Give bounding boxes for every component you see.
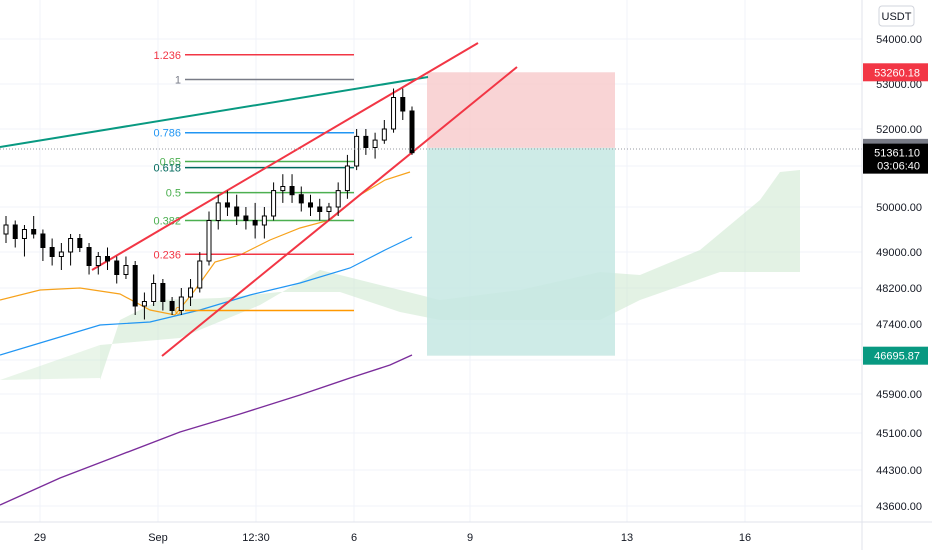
candle-body: [40, 233, 46, 248]
candle-body: [21, 229, 27, 239]
candle-body: [12, 224, 18, 239]
candle-body: [206, 220, 212, 262]
fib-level-label: 0.786: [153, 128, 181, 140]
price-tick-label: 44300.00: [876, 465, 922, 477]
candle-body: [234, 206, 240, 217]
candle-body: [197, 260, 203, 289]
current-price-tag: [863, 143, 928, 174]
take-profit-zone[interactable]: [427, 147, 615, 356]
candle-body: [344, 165, 350, 192]
candle-body: [151, 283, 157, 302]
candle-body: [317, 206, 323, 212]
candle-body: [141, 301, 147, 307]
candle-body: [86, 247, 92, 266]
time-tick-label: 13: [621, 532, 633, 544]
fib-level-label: 0.382: [153, 216, 181, 228]
short-position-tool[interactable]: [427, 72, 615, 356]
candle-body: [215, 202, 221, 221]
fib-level-label: 0.618: [153, 163, 181, 175]
channel-lower-line[interactable]: [161, 66, 518, 357]
candle-body: [308, 202, 313, 208]
channel-upper-line[interactable]: [91, 42, 479, 271]
candle-body: [188, 287, 194, 298]
target-price-tag: [863, 346, 928, 365]
fib-level-label: 1: [175, 75, 181, 87]
price-tick-label: 48200.00: [876, 283, 922, 295]
candle-body: [243, 215, 249, 221]
candle-body: [105, 256, 110, 262]
candle-body: [381, 128, 387, 141]
time-tick-label: Sep: [148, 532, 168, 544]
price-tick-label: 54000.00: [876, 34, 922, 46]
bar-countdown-timer: 03:06:40: [877, 161, 920, 173]
candle-body: [372, 139, 378, 149]
price-tick-label: 52000.00: [876, 124, 922, 136]
candle-body: [160, 283, 166, 302]
candle-body: [224, 202, 230, 208]
ema-slow-line: [0, 354, 413, 506]
cloud-area: [0, 345, 100, 380]
candle-body: [326, 206, 332, 212]
candle-body: [114, 260, 120, 275]
candle-body: [252, 220, 258, 226]
candle-body: [289, 186, 295, 196]
candle-body: [271, 190, 277, 217]
price-tick-label: 47400.00: [876, 319, 922, 331]
time-tick-label: 6: [351, 532, 357, 544]
current-price-tag-value: 51361.10: [874, 148, 920, 160]
price-tick-label: 49000.00: [876, 247, 922, 259]
fib-level-label: 0: [175, 306, 181, 318]
fib-level-label: 1.236: [153, 50, 181, 62]
candle-body: [400, 97, 406, 112]
stop-price-tag: [863, 63, 928, 82]
time-tick-label: 16: [739, 532, 751, 544]
candle-body: [261, 215, 267, 226]
price-tick-label: 43600.00: [876, 501, 922, 513]
fib-level-label: 0.65: [160, 157, 181, 169]
time-axis[interactable]: 29 Sep 12:30 6 9 13 16: [34, 532, 751, 544]
candle-body: [280, 186, 286, 192]
candle-body: [95, 256, 101, 266]
candlesticks: [3, 88, 415, 320]
candle-body: [123, 265, 129, 275]
price-tick-label: 50000.00: [876, 202, 922, 214]
candle-body: [354, 135, 360, 167]
candle-body: [298, 194, 304, 204]
trendline-teal[interactable]: [0, 76, 429, 148]
price-tick-label: 53000.00: [876, 79, 922, 91]
time-tick-label: 9: [467, 532, 473, 544]
target-price-tag-value: 46695.87: [874, 351, 920, 363]
candle-body: [49, 247, 55, 257]
candle-body: [3, 224, 9, 235]
candle-body: [77, 238, 83, 248]
candle-body: [391, 97, 397, 130]
candle-body: [132, 265, 138, 307]
candle-body: [335, 190, 341, 208]
price-tick-label: 45900.00: [876, 389, 922, 401]
trend-lines[interactable]: [0, 42, 518, 357]
fib-level-label: 0.5: [166, 188, 181, 200]
candle-body: [31, 229, 37, 235]
ichimoku-cloud: [0, 170, 800, 380]
stop-loss-zone[interactable]: [427, 72, 615, 148]
candle-body: [363, 135, 369, 148]
price-tick-label: 45100.00: [876, 428, 922, 440]
candle-body: [178, 296, 184, 311]
candle-body: [409, 110, 415, 154]
cloud-area: [100, 170, 800, 380]
fib-level-label: 0.236: [153, 249, 181, 261]
candle-body: [68, 238, 74, 253]
currency-button[interactable]: USDT: [878, 5, 915, 27]
stop-price-tag-value: 53260.18: [874, 67, 920, 79]
candle-body: [169, 301, 175, 311]
time-tick-label: 12:30: [242, 532, 270, 544]
currency-button-label: USDT: [882, 11, 912, 23]
fib-retracement[interactable]: 1.236 1 0.786 0.650.618 0.5 0.382 0.236 0: [153, 50, 354, 318]
ema-mid-line: [0, 236, 413, 356]
candle-body: [58, 251, 64, 257]
time-tick-label: 29: [34, 532, 46, 544]
